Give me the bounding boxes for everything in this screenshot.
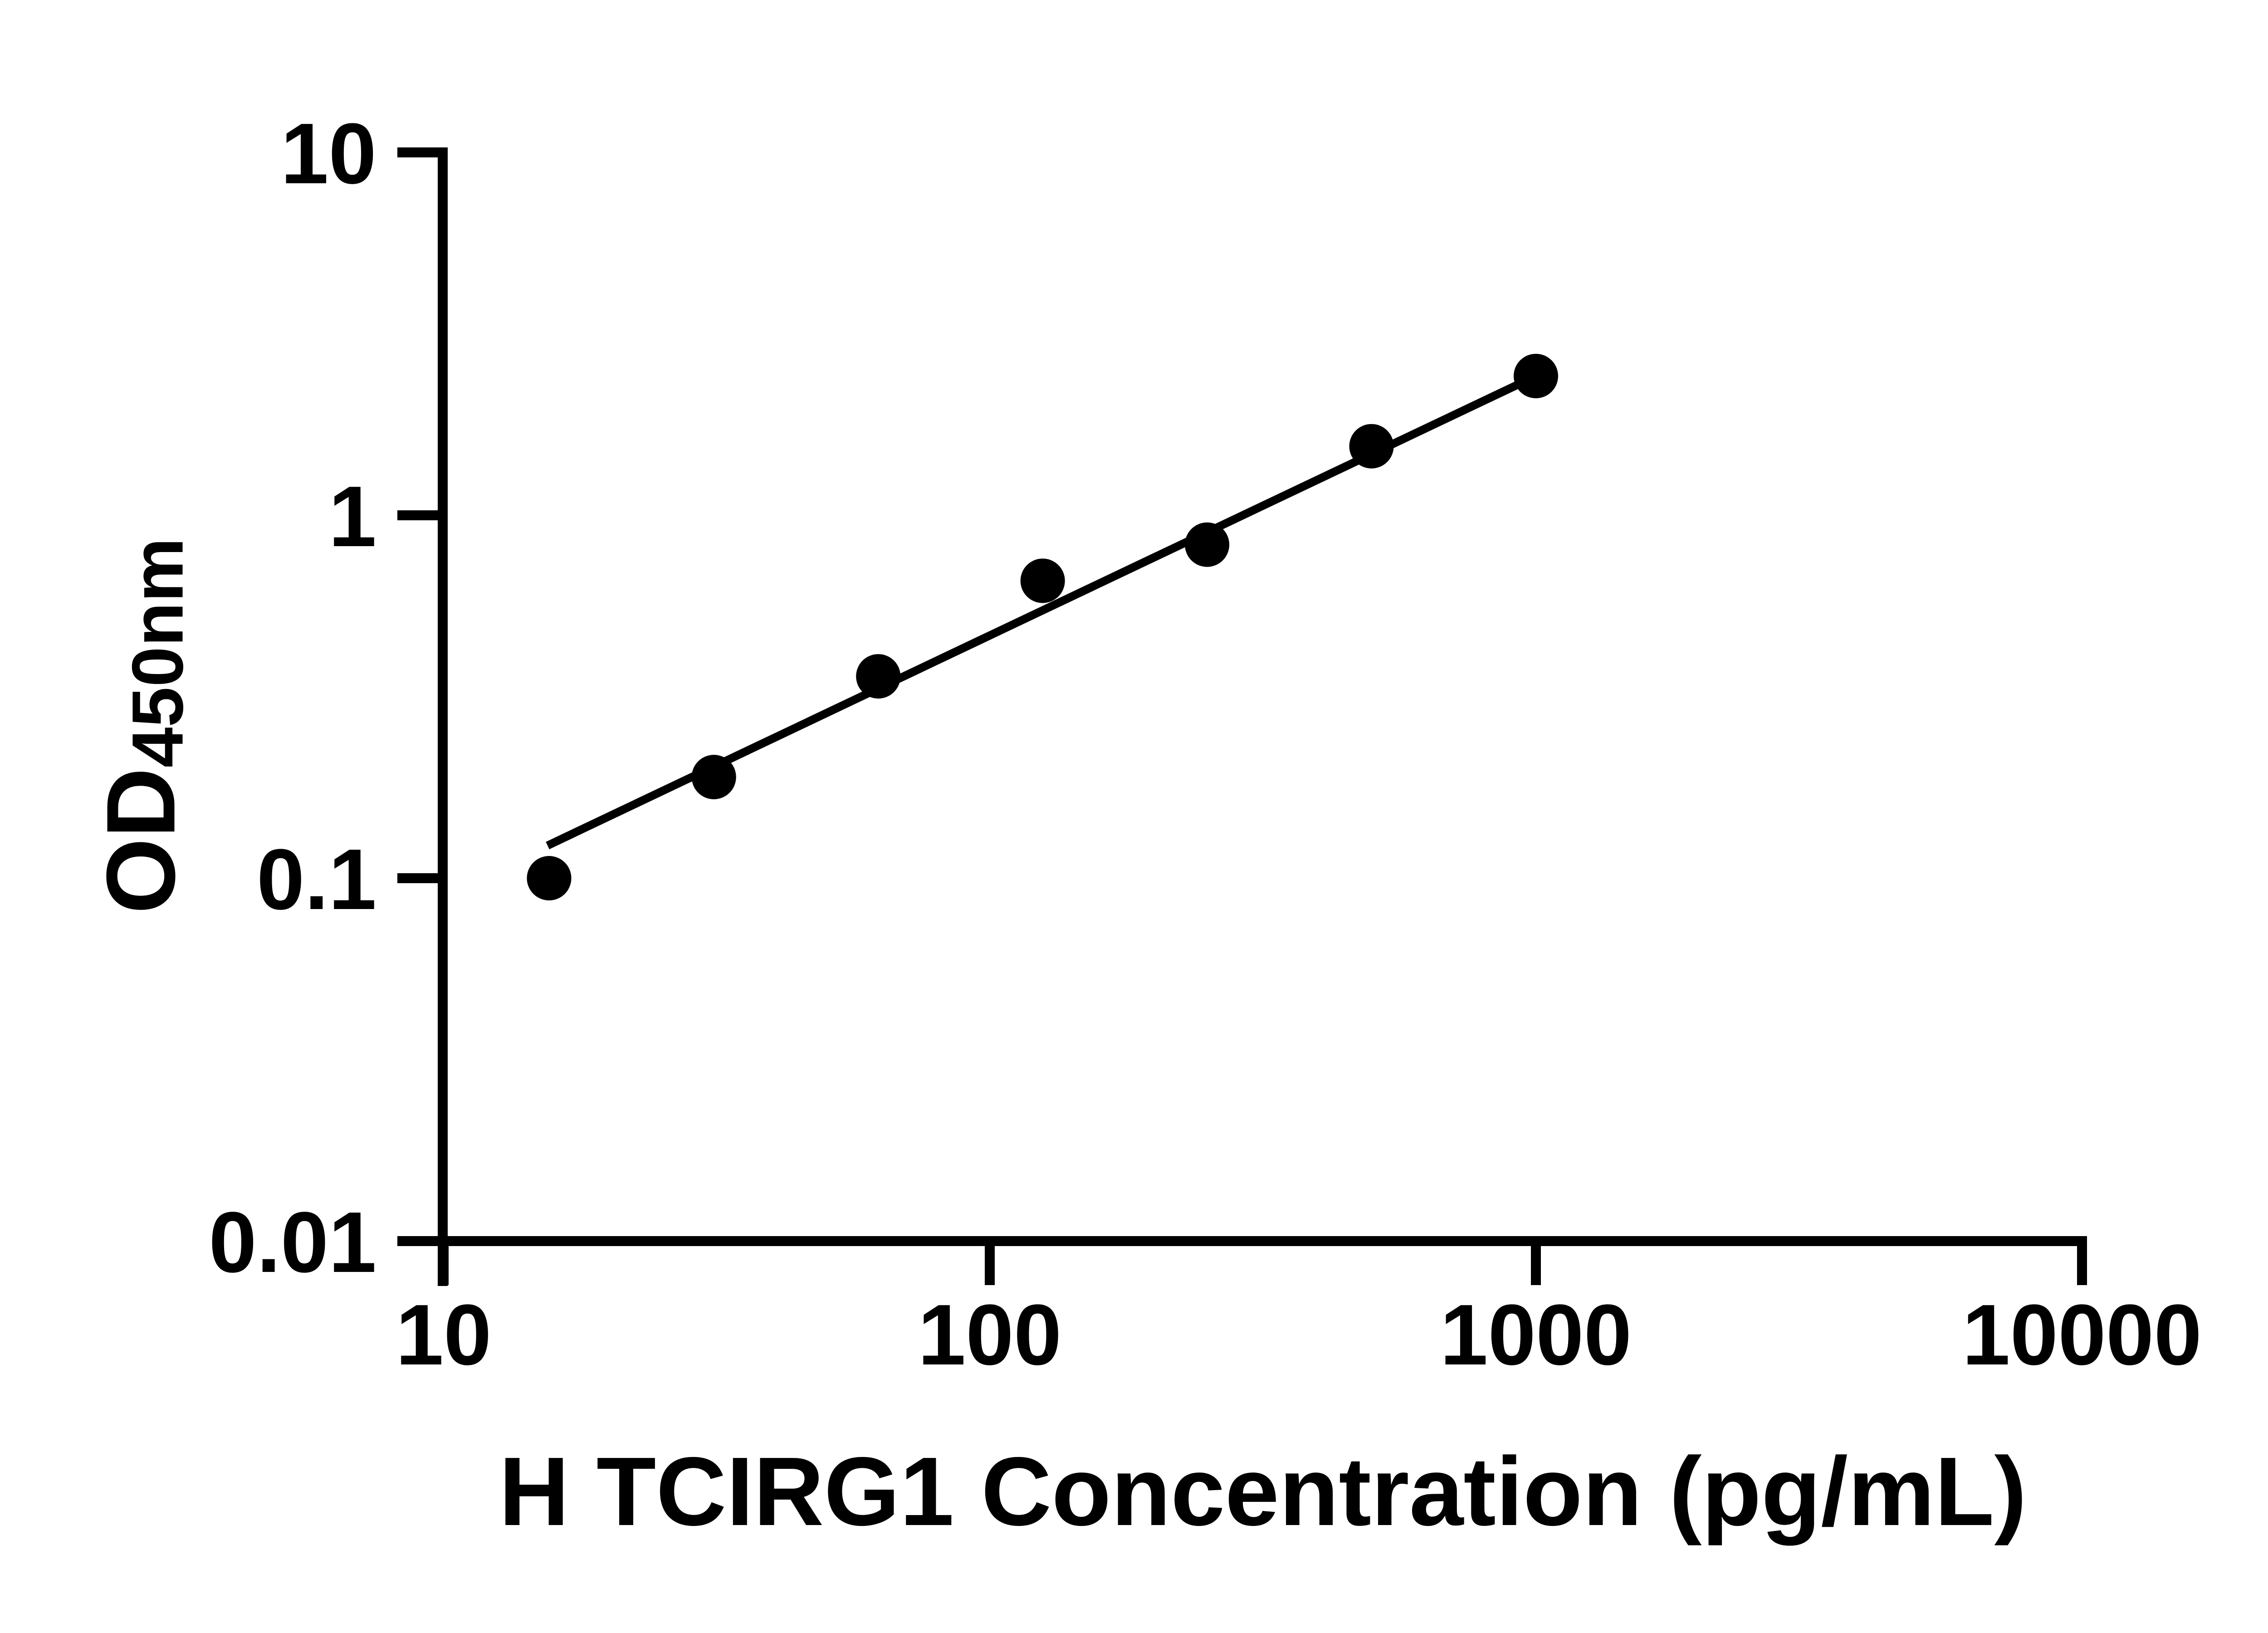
y-tick-label: 10 <box>281 106 376 202</box>
y-tick-label: 1 <box>328 469 376 565</box>
x-tick-label: 10 <box>396 1287 491 1383</box>
y-axis-title: OD450nm <box>86 538 198 914</box>
data-point-marker <box>1349 424 1394 469</box>
x-tick-label: 100 <box>918 1287 1061 1383</box>
x-tick-label: 10000 <box>1962 1287 2202 1383</box>
y-tick-label: 0.01 <box>209 1194 376 1291</box>
data-point-marker <box>1514 353 1558 398</box>
y-tick-label: 0.1 <box>257 831 376 928</box>
x-axis-title: H TCIRG1 Concentration (pg/mL) <box>499 1437 2027 1546</box>
data-point-marker <box>527 856 572 900</box>
x-tick-label: 1000 <box>1440 1287 1632 1383</box>
data-point-marker <box>691 754 736 799</box>
y-axis-title-subscript: 450nm <box>117 538 198 768</box>
data-point-marker <box>856 654 901 699</box>
y-axis-title-main: OD <box>86 768 196 914</box>
data-point-marker <box>1185 522 1230 567</box>
data-point-marker <box>1020 558 1065 603</box>
